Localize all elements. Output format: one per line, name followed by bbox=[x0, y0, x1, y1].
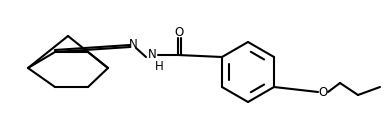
Text: O: O bbox=[319, 86, 327, 99]
Text: O: O bbox=[174, 26, 184, 39]
Text: H: H bbox=[155, 60, 163, 74]
Text: N: N bbox=[147, 48, 156, 62]
Text: N: N bbox=[129, 38, 137, 51]
